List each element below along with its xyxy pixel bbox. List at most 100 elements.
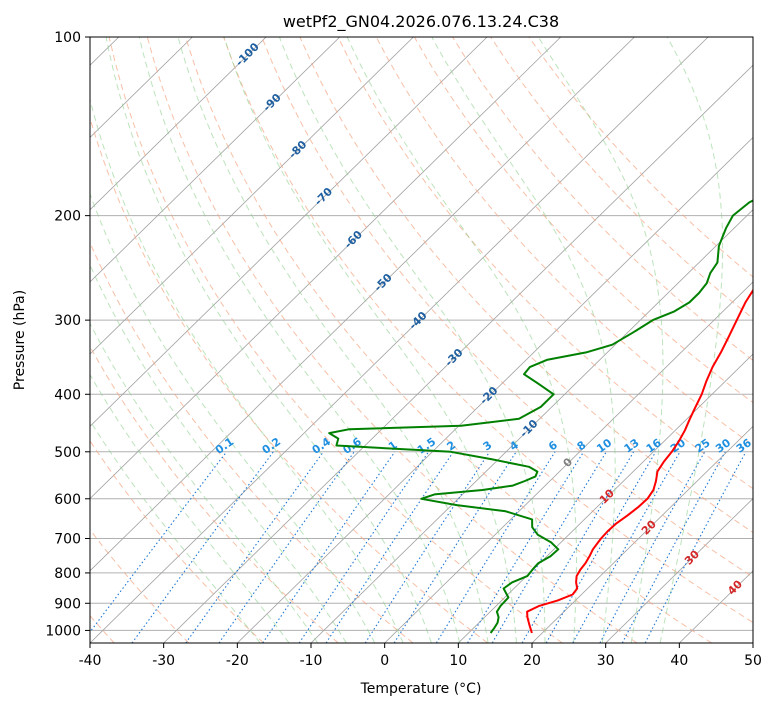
dry-adiabat-label: 30: [682, 547, 702, 567]
mixing-ratio-label: 0.4: [310, 435, 334, 457]
mixing-ratio-label: 0.1: [213, 435, 236, 457]
x-tick-label: -30: [152, 653, 175, 669]
moist-adiabat-line: [346, 37, 577, 643]
dry-adiabat-line: [299, 37, 753, 534]
moist-adiabat-line: [90, 322, 319, 643]
y-tick-label: 600: [54, 492, 81, 508]
dry-adiabat-line: [90, 241, 414, 643]
mixing-ratio-label: 10: [594, 436, 614, 456]
mixing-ratio-label: 6: [546, 438, 560, 453]
x-tick-label: 20: [523, 653, 541, 669]
x-tick-label: -10: [300, 653, 323, 669]
dry-adiabat-label: 20: [639, 517, 659, 537]
mixing-ratio-label: 1: [386, 438, 400, 453]
mixing-ratio-label: 8: [575, 438, 589, 453]
chart-title: wetPf2_GN04.2026.076.13.24.C38: [283, 12, 559, 32]
y-axis-label: Pressure (hPa): [12, 290, 28, 390]
mixing-ratio-line: [545, 451, 657, 643]
y-tick-label: 1000: [45, 623, 81, 639]
isotherm-line: [531, 425, 753, 643]
moist-adiabat-line: [659, 37, 724, 643]
mixing-ratio-line: [644, 451, 747, 643]
isotherm-line: [90, 37, 635, 572]
mixing-ratio-label: 25: [693, 436, 713, 455]
isotherm-line: [458, 353, 753, 643]
mixing-ratio-line: [131, 451, 274, 643]
dewpoint-profile: [328, 199, 753, 634]
isotherm-line: [90, 37, 709, 643]
x-tick-label: 0: [380, 653, 389, 669]
isotherm-line: [310, 209, 753, 643]
y-tick-label: 100: [54, 30, 81, 46]
mixing-ratio-line: [364, 451, 491, 643]
dry-adiabat-line: [528, 37, 753, 278]
isotherm-line: [384, 281, 753, 643]
mixing-ratio-line: [521, 451, 635, 643]
mixing-ratio-line: [185, 451, 324, 643]
dry-adiabat-line: [413, 37, 753, 404]
mixing-ratio-label: 3: [481, 438, 495, 453]
sounding-profiles: [328, 199, 753, 634]
y-tick-label: 200: [54, 209, 81, 225]
reference-labels: 0.1 0.2 0.4 0.6 1 1.5 2 3 4 6 8 10 13 16 20 25 30 36-100-…: [213, 40, 754, 598]
y-tick-label: 500: [54, 445, 81, 461]
isotherm-line: [90, 37, 562, 500]
x-tick-label: -40: [79, 653, 102, 669]
mixing-ratio-label: 16: [644, 436, 664, 456]
mixing-ratio-label: 30: [713, 436, 733, 456]
mixing-ratio-line: [599, 451, 706, 643]
isotherm-line: [163, 64, 753, 643]
isotherm-line: [90, 37, 414, 355]
dry-adiabat-line: [90, 345, 339, 643]
isotherm-line: [90, 37, 267, 211]
x-axis-label: Temperature (°C): [360, 681, 482, 697]
moist-adiabat-line: [105, 37, 432, 643]
isotherm-line: [90, 37, 193, 139]
moist-adiabat-line: [90, 373, 290, 643]
mixing-ratio-line: [491, 451, 607, 643]
moist-adiabat-line: [138, 37, 461, 643]
y-tick-label: 700: [54, 532, 81, 548]
mixing-ratio-line: [393, 451, 517, 643]
plot-frame: [89, 36, 754, 644]
moist-adiabat-line: [177, 37, 489, 643]
background-lines: [90, 37, 753, 643]
y-tick-label: 900: [54, 596, 81, 612]
dry-adiabat-line: [490, 37, 753, 320]
isotherm-line: [752, 642, 753, 643]
isotherm-line: [237, 136, 753, 643]
mixing-ratio-line: [572, 451, 681, 643]
moist-adiabat-line: [537, 37, 664, 643]
x-tick-label: 30: [597, 653, 615, 669]
dry-adiabat-line: [261, 37, 753, 578]
isotherm-line: [605, 497, 753, 643]
dry-adiabat-line: [337, 37, 753, 490]
x-tick-label: 10: [449, 653, 467, 669]
mixing-ratio-line: [218, 451, 355, 643]
y-tick-label: 300: [54, 313, 81, 329]
moist-adiabat-line: [90, 263, 347, 643]
isotherm-line: [90, 37, 488, 427]
mixing-ratio-line: [298, 451, 430, 643]
dry-adiabat-line: [223, 37, 753, 624]
mixing-ratio-line: [325, 451, 454, 643]
mixing-ratio-label: 1.5: [415, 435, 438, 457]
x-tick-label: -20: [226, 653, 249, 669]
moist-adiabat-line: [278, 37, 546, 643]
dry-adiabat-label: 10: [597, 486, 617, 506]
mixing-ratio-line: [90, 451, 228, 633]
dry-adiabat-line: [452, 37, 753, 361]
dry-adiabat-line: [146, 37, 638, 643]
y-tick-label: 400: [54, 387, 81, 403]
dry-adiabat-line: [90, 439, 264, 643]
axes: -40 -30 -20 -10 0 10 20 30 40 5010020030040050060…: [45, 30, 762, 669]
x-tick-label: 40: [670, 653, 688, 669]
temperature-profile: [526, 288, 753, 634]
mixing-ratio-label: 4: [507, 438, 521, 453]
mixing-ratio-label: 36: [734, 436, 754, 456]
moist-adiabat-line: [223, 37, 517, 643]
mixing-ratio-line: [621, 451, 726, 643]
dry-adiabat-line: [375, 37, 753, 446]
dry-adiabat-line: [90, 116, 488, 643]
